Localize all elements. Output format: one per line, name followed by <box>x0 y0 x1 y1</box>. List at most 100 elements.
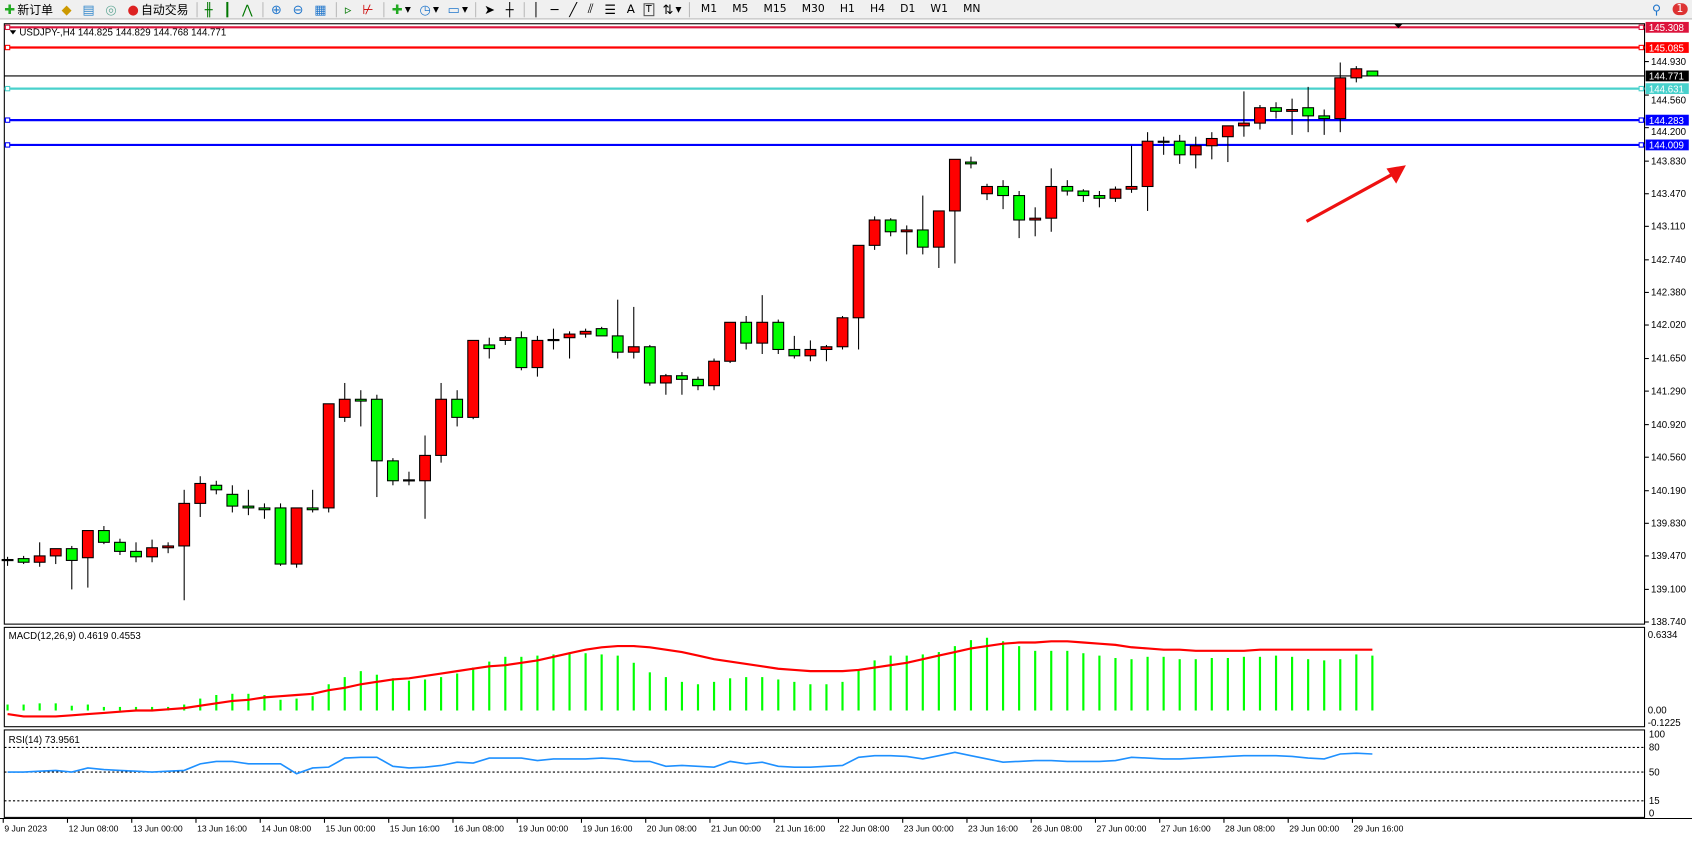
candle <box>1334 62 1347 133</box>
candle <box>836 315 849 350</box>
divider <box>523 1 525 17</box>
tile-windows-button[interactable]: ▦ <box>310 0 333 18</box>
cursor-button[interactable]: ➤ <box>480 0 502 18</box>
text-label-button[interactable]: T <box>639 0 658 18</box>
rsi-axis-label: 80 <box>1649 743 1660 754</box>
candle <box>258 503 271 519</box>
candle <box>1125 145 1138 193</box>
candle <box>900 225 913 255</box>
annotation-arrow-line <box>1305 171 1396 223</box>
candle-body <box>49 548 62 557</box>
search-button[interactable]: ⚲ <box>1648 0 1668 18</box>
zoom-in-button[interactable]: ⊕ <box>267 0 289 18</box>
timeframe-m15[interactable]: M15 <box>763 3 787 16</box>
price-level-label: 144.771 <box>1649 72 1684 83</box>
time-label: 29 Jun 00:00 <box>1289 823 1339 833</box>
candle <box>49 548 62 565</box>
candle <box>370 394 383 498</box>
candle <box>1221 125 1234 163</box>
chart-shift-button[interactable]: ⊬ <box>358 0 380 18</box>
indicators-button[interactable]: ✚ ▾ <box>391 1 411 17</box>
candle-body <box>820 346 833 351</box>
rsi-label: RSI(14) 73.9561 <box>9 735 80 746</box>
candle-body <box>146 547 159 558</box>
divider <box>689 1 691 17</box>
fibonacci-button[interactable]: ☰ <box>600 0 622 18</box>
timeframe-m1[interactable]: M1 <box>700 3 718 16</box>
auto-trading-icon: ● <box>127 1 139 17</box>
candle-body <box>162 545 175 549</box>
divider <box>196 1 198 17</box>
new-order-button[interactable]: ✚ 新订单 <box>0 0 57 18</box>
line-handle <box>4 142 11 148</box>
candle-body <box>740 321 753 344</box>
candle <box>643 344 656 386</box>
candle <box>788 335 801 359</box>
candle <box>1189 136 1202 169</box>
chart-area[interactable]: 144.930 144.560 144.200 143.830 143.470 143.1… <box>0 19 1692 841</box>
signal-button[interactable]: ◎ <box>101 0 123 18</box>
price-level-label: 145.308 <box>1649 23 1684 34</box>
candle-body <box>290 507 303 565</box>
time-label: 27 Jun 16:00 <box>1161 823 1211 833</box>
horizontal-line-button[interactable]: ─ <box>546 0 565 18</box>
time-label: 22 Jun 08:00 <box>840 823 890 833</box>
candle <box>659 373 672 395</box>
line-handle <box>4 24 11 31</box>
timeframe-m5[interactable]: M5 <box>732 3 749 16</box>
candle-body <box>997 185 1010 197</box>
periods-button[interactable]: ◷ ▾ <box>419 1 439 17</box>
timeframe-h4[interactable]: H4 <box>870 3 886 16</box>
metaeditor-icon: ◆ <box>61 1 72 17</box>
line-chart-button[interactable]: ⋀ <box>238 0 259 18</box>
text-button[interactable]: A <box>622 0 639 18</box>
candle <box>1141 132 1154 211</box>
autoscroll-button[interactable]: ▹ <box>341 0 358 18</box>
candle <box>33 542 46 567</box>
candle-body <box>65 548 78 561</box>
timeframe-m30[interactable]: M30 <box>801 3 825 16</box>
candle-body <box>258 507 271 511</box>
candlestick-button[interactable]: ┃ <box>219 0 238 18</box>
trendline-button[interactable]: ╱ <box>565 0 584 18</box>
candle-body <box>1157 140 1170 143</box>
price-tick-label: 143.470 <box>1651 189 1687 200</box>
crosshair-button[interactable]: ┼ <box>501 0 520 18</box>
templates-button[interactable]: ▭ ▾ <box>447 1 468 17</box>
candle <box>1109 186 1122 202</box>
timeframe-d1[interactable]: D1 <box>900 3 916 16</box>
candle <box>403 471 415 486</box>
candle <box>451 390 464 427</box>
rsi-axis-label: 50 <box>1649 767 1660 778</box>
candle <box>1045 168 1058 232</box>
time-label: 9 Jun 2023 <box>4 823 47 833</box>
price-tick-label: 144.200 <box>1651 127 1687 138</box>
candle-body <box>531 339 544 369</box>
arrows-button[interactable]: ⇅ ▾ <box>662 1 682 17</box>
metaeditor-button[interactable]: ◆ <box>57 0 78 18</box>
vertical-line-button[interactable]: │ <box>528 0 547 18</box>
search-icon: ⚲ <box>1651 1 1662 17</box>
time-label: 15 Jun 00:00 <box>326 823 376 833</box>
notifications-button[interactable]: 1 <box>1668 0 1692 18</box>
candle <box>981 183 993 201</box>
price-tick-label: 143.110 <box>1651 222 1686 233</box>
timeframe-h1[interactable]: H1 <box>839 3 855 16</box>
candle-body <box>403 479 415 482</box>
equidistant-channel-button[interactable]: ⫽ <box>583 0 600 18</box>
history-button[interactable]: ▤ <box>78 0 101 18</box>
price-tick-label: 139.830 <box>1651 519 1687 530</box>
candle-body <box>178 502 191 547</box>
candle <box>1366 70 1379 77</box>
timeframe-w1[interactable]: W1 <box>930 3 948 16</box>
candle-body <box>1221 125 1234 138</box>
price-level-label: 145.085 <box>1649 43 1684 54</box>
zoom-out-button[interactable]: ⊖ <box>288 0 310 18</box>
timeframe-mn[interactable]: MN <box>963 3 981 16</box>
new-order-icon: ✚ <box>4 1 16 17</box>
bar-chart-icon: ╫ <box>204 1 213 17</box>
time-label: 21 Jun 00:00 <box>711 823 761 833</box>
bar-chart-button[interactable]: ╫ <box>200 0 219 18</box>
auto-trading-button[interactable]: ● 自动交易 <box>123 0 193 18</box>
chart-shift-icon: ⊬ <box>362 1 374 17</box>
